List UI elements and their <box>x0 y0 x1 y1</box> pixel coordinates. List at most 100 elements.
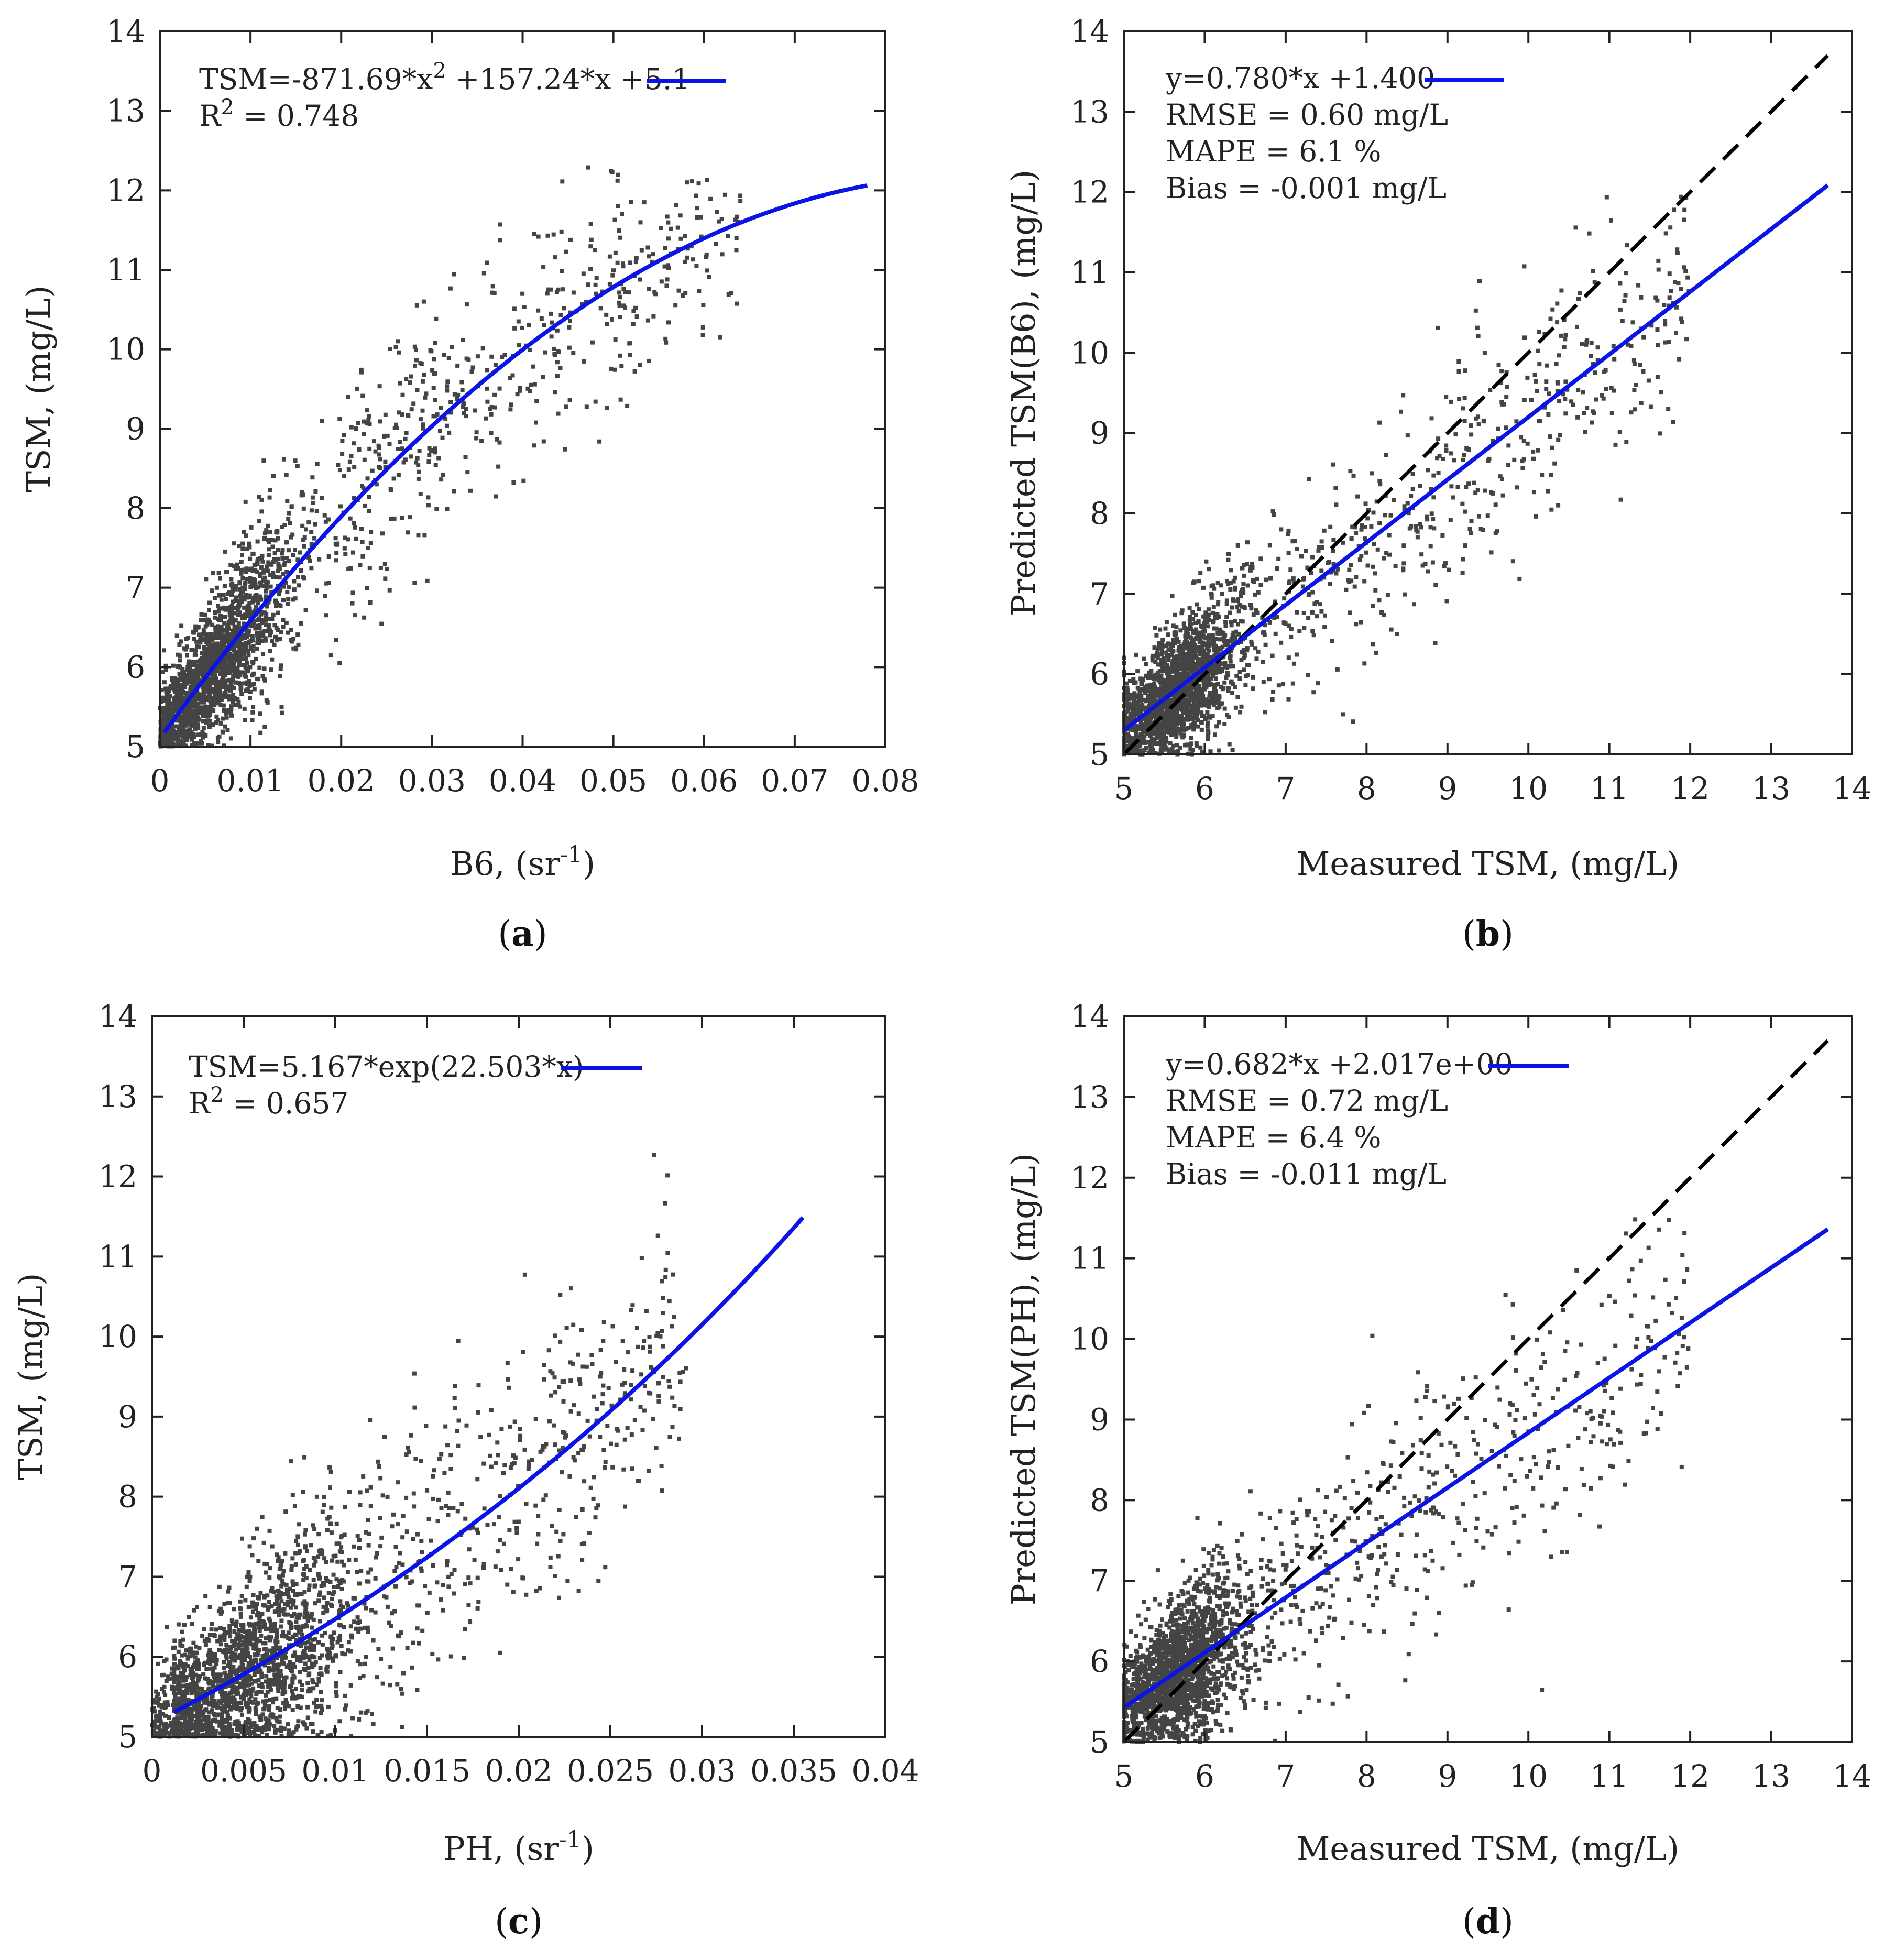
data-point <box>1641 369 1646 374</box>
data-point <box>508 407 513 412</box>
data-point <box>1310 590 1315 595</box>
data-point <box>445 388 450 393</box>
data-point <box>456 392 461 397</box>
data-point <box>275 601 279 606</box>
data-point <box>171 737 176 742</box>
data-point <box>281 584 286 589</box>
data-point <box>1149 675 1154 679</box>
data-point <box>387 442 392 446</box>
data-point <box>408 380 412 385</box>
data-point <box>1208 658 1213 663</box>
data-point <box>1152 682 1157 686</box>
data-point <box>616 204 620 208</box>
data-point <box>1173 630 1178 634</box>
legend-mape: MAPE = 6.1 % <box>1166 135 1381 168</box>
data-point <box>164 721 169 726</box>
x-tick-label: 0.05 <box>579 763 647 798</box>
data-point <box>1655 375 1660 379</box>
data-point <box>1171 731 1176 736</box>
y-axis-label: Predicted TSM(B6), (mg/L) <box>1004 170 1043 616</box>
data-point <box>1548 316 1553 321</box>
data-point <box>268 1566 272 1571</box>
data-point <box>1181 654 1186 659</box>
data-point <box>1675 251 1680 255</box>
data-point <box>218 576 223 581</box>
data-point <box>349 454 354 458</box>
data-point <box>266 625 271 629</box>
data-point <box>1202 625 1207 629</box>
data-point <box>205 669 210 674</box>
data-point <box>1425 514 1429 519</box>
data-point <box>466 357 471 362</box>
data-point <box>559 229 564 234</box>
data-point <box>1166 632 1170 637</box>
data-point <box>287 585 291 590</box>
data-point <box>1149 669 1154 673</box>
data-point <box>1144 705 1148 710</box>
data-point <box>201 713 205 717</box>
data-point <box>1286 697 1291 702</box>
data-point <box>237 637 242 642</box>
data-point <box>1522 264 1527 269</box>
data-point <box>704 252 709 257</box>
data-point <box>647 358 651 363</box>
data-point <box>404 1529 409 1534</box>
data-point <box>515 392 520 397</box>
data-point <box>1189 741 1193 746</box>
data-point <box>229 713 234 718</box>
data-point <box>176 703 181 707</box>
data-point <box>243 499 248 504</box>
data-point <box>1132 691 1137 696</box>
data-point <box>1239 619 1243 623</box>
data-point <box>638 277 642 282</box>
data-point <box>1242 605 1246 609</box>
data-point <box>268 530 272 534</box>
data-point <box>1522 335 1527 340</box>
data-point <box>1591 362 1595 366</box>
data-point <box>382 434 387 439</box>
data-point <box>660 1488 664 1493</box>
data-point <box>1673 280 1677 284</box>
data-point <box>159 716 163 721</box>
data-point <box>242 530 246 534</box>
data-point <box>357 1717 362 1722</box>
data-point <box>1618 497 1623 502</box>
data-point <box>584 404 589 409</box>
data-point <box>205 622 210 627</box>
data-point <box>586 282 590 287</box>
data-point <box>201 661 205 665</box>
data-point <box>225 570 229 574</box>
data-point <box>1531 456 1536 461</box>
y-tick-label: 12 <box>106 172 145 208</box>
data-point <box>194 696 199 701</box>
data-point <box>1426 468 1430 473</box>
data-point <box>1554 362 1559 366</box>
data-point <box>372 439 376 444</box>
data-point <box>1154 732 1159 737</box>
data-point <box>633 260 638 265</box>
data-point <box>201 726 206 730</box>
data-point <box>1132 706 1137 711</box>
data-point <box>1159 641 1164 646</box>
data-point <box>291 597 295 602</box>
x-tick-label: 12 <box>1671 771 1710 806</box>
data-point <box>214 684 218 689</box>
data-point <box>179 639 183 644</box>
data-point <box>1126 692 1130 697</box>
data-point <box>1186 717 1190 722</box>
data-point <box>1500 477 1504 481</box>
data-point <box>1558 433 1562 437</box>
data-point <box>401 460 406 465</box>
data-point <box>1576 388 1581 392</box>
data-point <box>346 537 350 542</box>
data-point <box>259 565 264 570</box>
data-point <box>200 632 205 637</box>
data-point <box>274 604 278 608</box>
data-point <box>1233 685 1237 689</box>
data-point <box>617 290 622 295</box>
data-point <box>623 305 628 310</box>
data-point <box>295 632 300 637</box>
data-point <box>1365 563 1370 568</box>
data-point <box>289 505 294 509</box>
data-point <box>1273 631 1278 636</box>
